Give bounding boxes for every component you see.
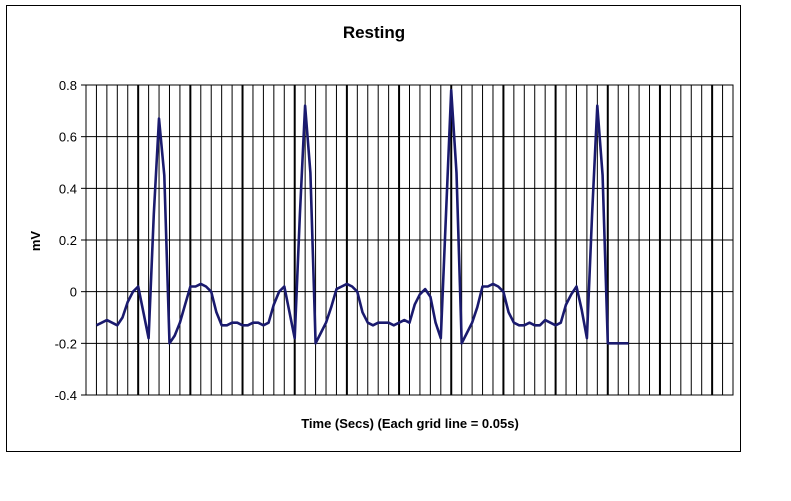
series-layer — [95, 88, 629, 345]
y-tick-label: -0.2 — [55, 336, 77, 351]
y-tick-label: 0.6 — [59, 130, 77, 145]
plot-border — [85, 84, 734, 396]
y-tick-label: 0.4 — [59, 181, 77, 196]
y-tick-label: 0.2 — [59, 233, 77, 248]
x-axis-label: Time (Secs) (Each grid line = 0.05s) — [301, 416, 519, 431]
y-tick-label: -0.4 — [55, 388, 77, 403]
y-axis-label: mV — [28, 231, 43, 252]
y-tick-label: 0 — [70, 285, 77, 300]
series-line — [95, 88, 629, 345]
chart-title: Resting — [343, 23, 405, 42]
y-tick-label: 0.8 — [59, 78, 77, 93]
y-tick-labels: -0.4 -0.2 0 0.2 0.4 0.6 0.8 — [55, 78, 77, 403]
